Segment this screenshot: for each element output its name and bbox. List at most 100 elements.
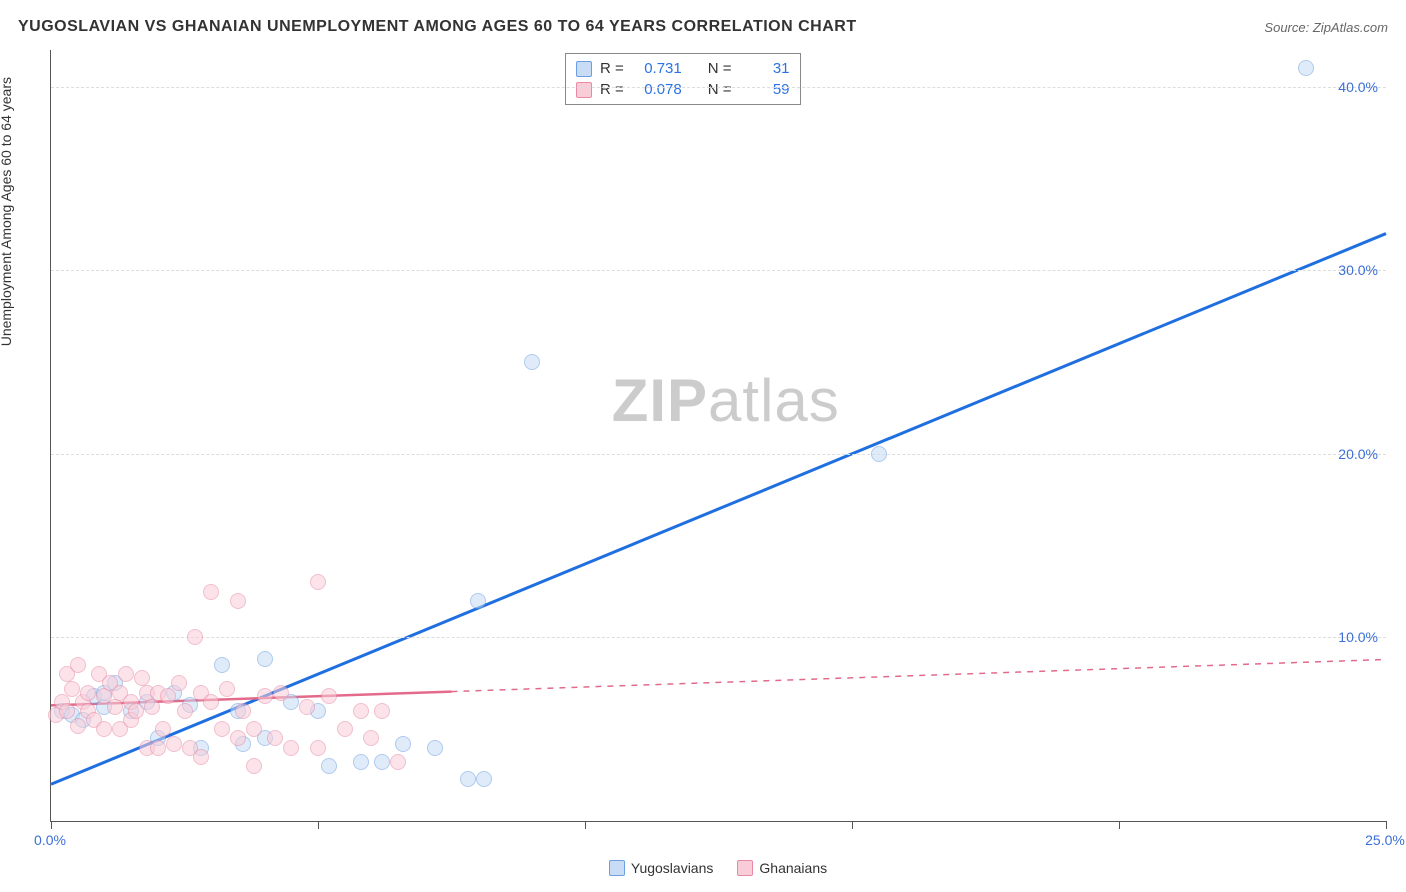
legend-item: Yugoslavians <box>609 860 714 876</box>
x-tick-label: 0.0% <box>34 832 66 848</box>
data-point-ghanaians <box>177 703 193 719</box>
data-point-ghanaians <box>70 718 86 734</box>
source-label: Source: <box>1264 20 1309 35</box>
data-point-ghanaians <box>96 721 112 737</box>
data-point-yugoslavians <box>257 651 273 667</box>
swatch-yugoslavians <box>576 61 592 77</box>
data-point-ghanaians <box>235 703 251 719</box>
data-point-ghanaians <box>134 670 150 686</box>
data-point-ghanaians <box>230 593 246 609</box>
data-point-ghanaians <box>267 730 283 746</box>
data-point-ghanaians <box>187 629 203 645</box>
data-point-ghanaians <box>80 685 96 701</box>
data-point-ghanaians <box>128 703 144 719</box>
swatch-ghanaians <box>576 82 592 98</box>
x-tick <box>51 821 52 829</box>
data-point-ghanaians <box>230 730 246 746</box>
grid-line <box>51 270 1386 271</box>
data-point-ghanaians <box>390 754 406 770</box>
data-point-ghanaians <box>160 688 176 704</box>
data-point-ghanaians <box>166 736 182 752</box>
watermark-light: atlas <box>708 367 840 434</box>
y-tick-label: 10.0% <box>1338 629 1378 645</box>
grid-line <box>51 454 1386 455</box>
legend-item: Ghanaians <box>737 860 827 876</box>
data-point-ghanaians <box>214 721 230 737</box>
y-tick-label: 30.0% <box>1338 262 1378 278</box>
r-value: 0.078 <box>632 81 682 98</box>
trend-line-ghanaians-dashed <box>452 659 1387 691</box>
stats-row-ghanaians: R = 0.078 N = 59 <box>576 79 790 100</box>
legend-swatch <box>609 860 625 876</box>
data-point-ghanaians <box>193 749 209 765</box>
data-point-yugoslavians <box>395 736 411 752</box>
n-label: N = <box>708 81 732 98</box>
data-point-yugoslavians <box>353 754 369 770</box>
data-point-yugoslavians <box>524 354 540 370</box>
data-point-ghanaians <box>353 703 369 719</box>
x-tick <box>585 821 586 829</box>
data-point-ghanaians <box>171 675 187 691</box>
data-point-ghanaians <box>310 574 326 590</box>
legend-bottom: Yugoslavians Ghanaians <box>50 860 1386 876</box>
legend-label: Yugoslavians <box>631 860 714 876</box>
x-tick-label: 25.0% <box>1365 832 1405 848</box>
legend-swatch <box>737 860 753 876</box>
chart-header: YUGOSLAVIAN VS GHANAIAN UNEMPLOYMENT AMO… <box>18 18 1388 36</box>
r-label: R = <box>600 60 624 77</box>
data-point-ghanaians <box>246 758 262 774</box>
stats-row-yugoslavians: R = 0.731 N = 31 <box>576 58 790 79</box>
data-point-ghanaians <box>299 699 315 715</box>
data-point-ghanaians <box>203 694 219 710</box>
data-point-yugoslavians <box>871 446 887 462</box>
r-value: 0.731 <box>632 60 682 77</box>
scatter-plot: ZIPatlas R = 0.731 N = 31 R = 0.078 N = 59 10.0… <box>50 50 1386 822</box>
stats-legend-box: R = 0.731 N = 31 R = 0.078 N = 59 <box>565 53 801 105</box>
grid-line <box>51 637 1386 638</box>
data-point-ghanaians <box>70 657 86 673</box>
data-point-yugoslavians <box>1298 60 1314 76</box>
x-tick <box>852 821 853 829</box>
n-value: 31 <box>740 60 790 77</box>
data-point-ghanaians <box>374 703 390 719</box>
x-tick <box>318 821 319 829</box>
y-axis-label: Unemployment Among Ages 60 to 64 years <box>0 77 14 346</box>
data-point-yugoslavians <box>427 740 443 756</box>
data-point-ghanaians <box>363 730 379 746</box>
data-point-ghanaians <box>219 681 235 697</box>
chart-source: Source: ZipAtlas.com <box>1264 20 1388 35</box>
y-tick-label: 20.0% <box>1338 446 1378 462</box>
source-site: ZipAtlas.com <box>1313 20 1388 35</box>
data-point-yugoslavians <box>374 754 390 770</box>
data-point-ghanaians <box>321 688 337 704</box>
n-label: N = <box>708 60 732 77</box>
legend-label: Ghanaians <box>759 860 827 876</box>
chart-title: YUGOSLAVIAN VS GHANAIAN UNEMPLOYMENT AMO… <box>18 18 857 36</box>
y-tick-label: 40.0% <box>1338 79 1378 95</box>
x-tick <box>1119 821 1120 829</box>
data-point-yugoslavians <box>321 758 337 774</box>
data-point-ghanaians <box>203 584 219 600</box>
trend-line-yugoslavians <box>51 234 1386 785</box>
trend-lines-layer <box>51 50 1386 821</box>
data-point-ghanaians <box>273 685 289 701</box>
data-point-yugoslavians <box>476 771 492 787</box>
data-point-yugoslavians <box>460 771 476 787</box>
r-label: R = <box>600 81 624 98</box>
grid-line <box>51 87 1386 88</box>
x-tick <box>1386 821 1387 829</box>
watermark-bold: ZIP <box>612 367 708 434</box>
data-point-ghanaians <box>118 666 134 682</box>
n-value: 59 <box>740 81 790 98</box>
data-point-yugoslavians <box>470 593 486 609</box>
data-point-ghanaians <box>246 721 262 737</box>
watermark: ZIPatlas <box>612 366 840 435</box>
data-point-ghanaians <box>144 699 160 715</box>
data-point-yugoslavians <box>214 657 230 673</box>
data-point-ghanaians <box>337 721 353 737</box>
data-point-ghanaians <box>155 721 171 737</box>
data-point-ghanaians <box>257 688 273 704</box>
data-point-ghanaians <box>150 740 166 756</box>
data-point-ghanaians <box>59 703 75 719</box>
data-point-ghanaians <box>107 699 123 715</box>
